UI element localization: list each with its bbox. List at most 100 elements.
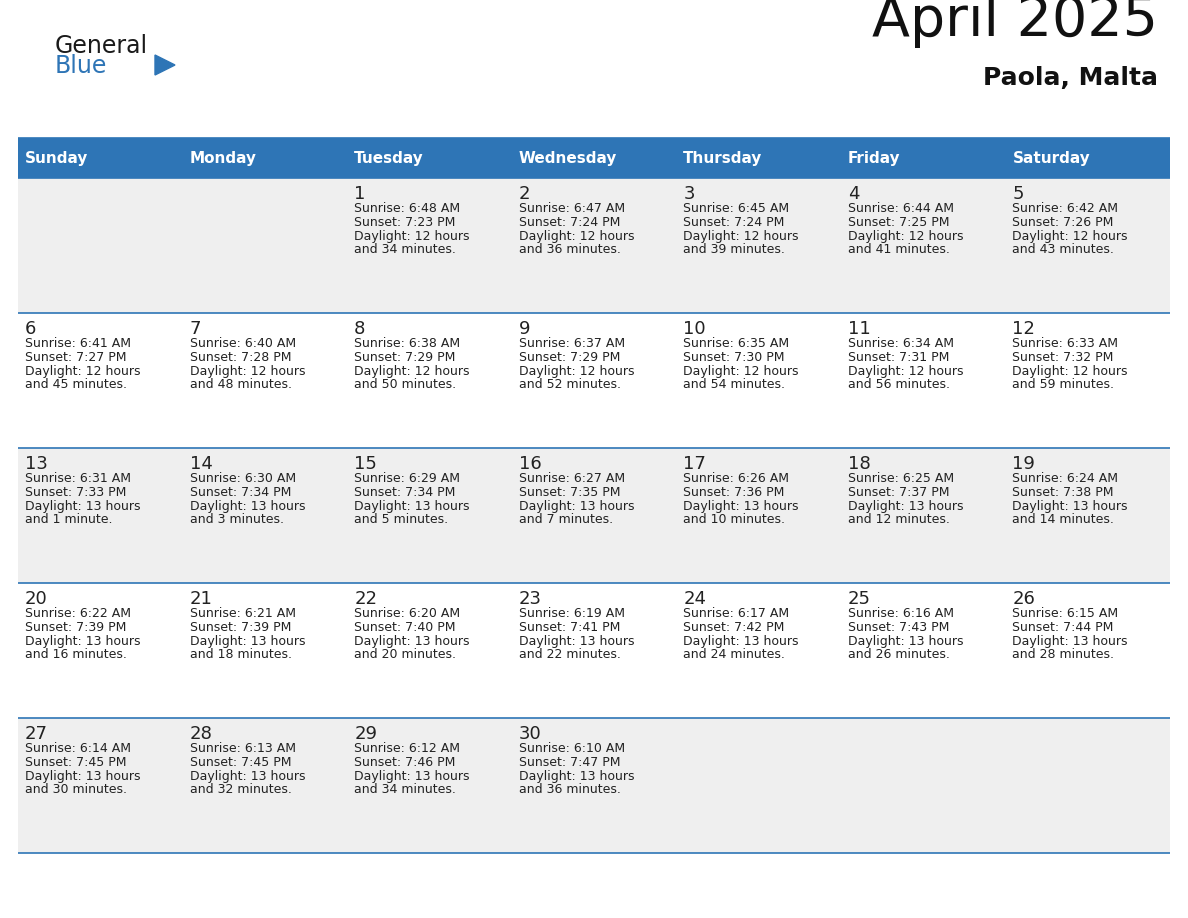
Text: Daylight: 13 hours: Daylight: 13 hours [354, 770, 469, 783]
Text: and 34 minutes.: and 34 minutes. [354, 783, 456, 796]
Text: Friday: Friday [848, 151, 901, 165]
Text: 8: 8 [354, 320, 366, 338]
Bar [347, 138, 512, 178]
Text: Sunset: 7:37 PM: Sunset: 7:37 PM [848, 486, 949, 499]
Text: Sunrise: 6:27 AM: Sunrise: 6:27 AM [519, 472, 625, 485]
Text: 20: 20 [25, 590, 48, 608]
Text: Sunset: 7:42 PM: Sunset: 7:42 PM [683, 621, 784, 634]
Text: Sunrise: 6:15 AM: Sunrise: 6:15 AM [1012, 607, 1119, 620]
Text: 15: 15 [354, 455, 377, 473]
Text: Sunrise: 6:26 AM: Sunrise: 6:26 AM [683, 472, 789, 485]
Text: and 52 minutes.: and 52 minutes. [519, 378, 620, 391]
Text: Daylight: 12 hours: Daylight: 12 hours [848, 230, 963, 243]
Text: Sunset: 7:43 PM: Sunset: 7:43 PM [848, 621, 949, 634]
Text: and 36 minutes.: and 36 minutes. [519, 243, 620, 256]
Text: and 20 minutes.: and 20 minutes. [354, 648, 456, 661]
Text: April 2025: April 2025 [872, 0, 1158, 48]
Text: Daylight: 13 hours: Daylight: 13 hours [190, 635, 305, 648]
Bar [512, 138, 676, 178]
Text: and 34 minutes.: and 34 minutes. [354, 243, 456, 256]
Text: Daylight: 12 hours: Daylight: 12 hours [354, 365, 469, 378]
Text: and 30 minutes.: and 30 minutes. [25, 783, 127, 796]
Text: Sunset: 7:45 PM: Sunset: 7:45 PM [190, 756, 291, 769]
Text: 9: 9 [519, 320, 530, 338]
Text: 30: 30 [519, 725, 542, 743]
Text: and 48 minutes.: and 48 minutes. [190, 378, 291, 391]
Text: Sunrise: 6:40 AM: Sunrise: 6:40 AM [190, 337, 296, 350]
Text: Sunrise: 6:35 AM: Sunrise: 6:35 AM [683, 337, 789, 350]
Text: Sunset: 7:29 PM: Sunset: 7:29 PM [519, 351, 620, 364]
Text: Sunset: 7:34 PM: Sunset: 7:34 PM [190, 486, 291, 499]
Text: and 16 minutes.: and 16 minutes. [25, 648, 127, 661]
Text: Wednesday: Wednesday [519, 151, 617, 165]
Text: Daylight: 12 hours: Daylight: 12 hours [354, 230, 469, 243]
Text: and 26 minutes.: and 26 minutes. [848, 648, 949, 661]
Text: Sunset: 7:24 PM: Sunset: 7:24 PM [519, 216, 620, 229]
Text: and 18 minutes.: and 18 minutes. [190, 648, 291, 661]
Text: Sunset: 7:34 PM: Sunset: 7:34 PM [354, 486, 455, 499]
Text: Sunset: 7:27 PM: Sunset: 7:27 PM [25, 351, 126, 364]
Text: 22: 22 [354, 590, 377, 608]
Text: Sunrise: 6:37 AM: Sunrise: 6:37 AM [519, 337, 625, 350]
Text: 17: 17 [683, 455, 706, 473]
Text: Sunrise: 6:42 AM: Sunrise: 6:42 AM [1012, 202, 1118, 215]
Text: Daylight: 13 hours: Daylight: 13 hours [519, 770, 634, 783]
Text: and 56 minutes.: and 56 minutes. [848, 378, 950, 391]
Text: Thursday: Thursday [683, 151, 763, 165]
Text: and 7 minutes.: and 7 minutes. [519, 513, 613, 526]
Text: 21: 21 [190, 590, 213, 608]
Bar [841, 138, 1005, 178]
Text: and 28 minutes.: and 28 minutes. [1012, 648, 1114, 661]
Text: 6: 6 [25, 320, 37, 338]
Text: Sunrise: 6:30 AM: Sunrise: 6:30 AM [190, 472, 296, 485]
Text: 13: 13 [25, 455, 48, 473]
Text: 29: 29 [354, 725, 377, 743]
Text: Sunrise: 6:34 AM: Sunrise: 6:34 AM [848, 337, 954, 350]
Text: 1: 1 [354, 185, 366, 203]
Text: Daylight: 12 hours: Daylight: 12 hours [848, 365, 963, 378]
Text: Sunset: 7:25 PM: Sunset: 7:25 PM [848, 216, 949, 229]
Text: and 39 minutes.: and 39 minutes. [683, 243, 785, 256]
Text: 27: 27 [25, 725, 48, 743]
Bar [183, 138, 347, 178]
Text: and 12 minutes.: and 12 minutes. [848, 513, 949, 526]
Text: Daylight: 13 hours: Daylight: 13 hours [519, 500, 634, 513]
Text: Sunset: 7:47 PM: Sunset: 7:47 PM [519, 756, 620, 769]
Text: 16: 16 [519, 455, 542, 473]
Text: Sunrise: 6:48 AM: Sunrise: 6:48 AM [354, 202, 460, 215]
Text: Daylight: 13 hours: Daylight: 13 hours [683, 500, 798, 513]
Text: 23: 23 [519, 590, 542, 608]
Text: Daylight: 12 hours: Daylight: 12 hours [190, 365, 305, 378]
Text: 12: 12 [1012, 320, 1035, 338]
Text: Sunrise: 6:24 AM: Sunrise: 6:24 AM [1012, 472, 1118, 485]
Text: 10: 10 [683, 320, 706, 338]
Text: Sunset: 7:36 PM: Sunset: 7:36 PM [683, 486, 784, 499]
Bar [18, 138, 183, 178]
Text: Sunset: 7:39 PM: Sunset: 7:39 PM [25, 621, 126, 634]
Text: and 32 minutes.: and 32 minutes. [190, 783, 291, 796]
Text: Sunrise: 6:29 AM: Sunrise: 6:29 AM [354, 472, 460, 485]
Text: and 43 minutes.: and 43 minutes. [1012, 243, 1114, 256]
Bar [1005, 138, 1170, 178]
Text: Daylight: 13 hours: Daylight: 13 hours [25, 635, 140, 648]
Text: Daylight: 13 hours: Daylight: 13 hours [1012, 635, 1127, 648]
Text: Sunset: 7:38 PM: Sunset: 7:38 PM [1012, 486, 1114, 499]
Text: Blue: Blue [55, 54, 107, 78]
Text: Sunset: 7:46 PM: Sunset: 7:46 PM [354, 756, 455, 769]
Bar [18, 583, 1170, 718]
Text: 18: 18 [848, 455, 871, 473]
Text: Sunrise: 6:45 AM: Sunrise: 6:45 AM [683, 202, 789, 215]
Text: Sunrise: 6:19 AM: Sunrise: 6:19 AM [519, 607, 625, 620]
Text: Daylight: 13 hours: Daylight: 13 hours [848, 635, 963, 648]
Text: Daylight: 12 hours: Daylight: 12 hours [683, 365, 798, 378]
Text: Daylight: 13 hours: Daylight: 13 hours [1012, 500, 1127, 513]
Bar [18, 718, 1170, 853]
Text: 24: 24 [683, 590, 707, 608]
Text: Sunrise: 6:21 AM: Sunrise: 6:21 AM [190, 607, 296, 620]
Text: Sunrise: 6:16 AM: Sunrise: 6:16 AM [848, 607, 954, 620]
Text: Sunset: 7:30 PM: Sunset: 7:30 PM [683, 351, 785, 364]
Text: and 5 minutes.: and 5 minutes. [354, 513, 448, 526]
Bar [18, 178, 1170, 313]
Text: Sunrise: 6:14 AM: Sunrise: 6:14 AM [25, 742, 131, 755]
Text: and 1 minute.: and 1 minute. [25, 513, 113, 526]
